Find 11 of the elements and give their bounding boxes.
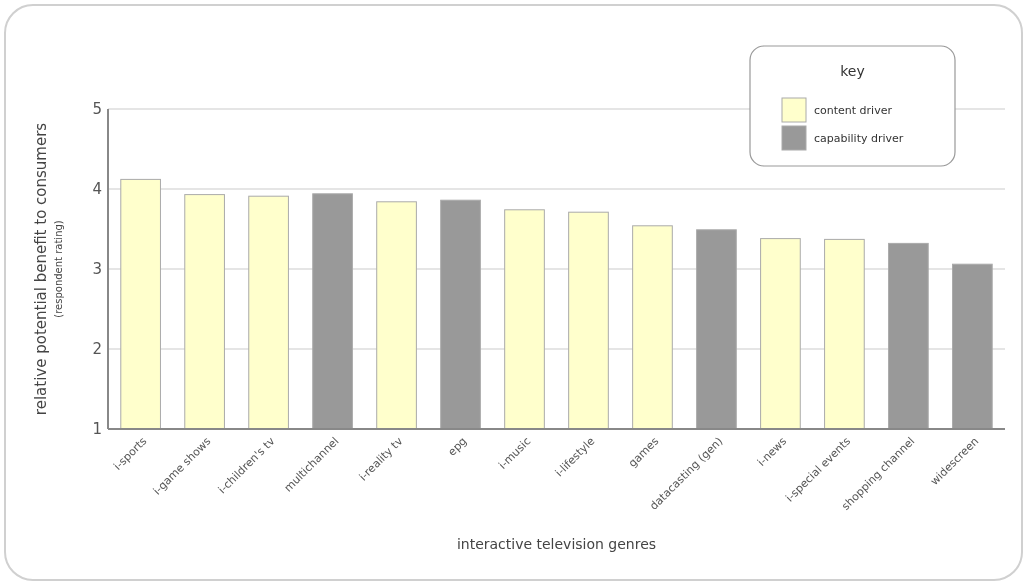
y-tick-label: 2: [92, 340, 102, 359]
y-tick-label: 4: [92, 180, 102, 199]
legend-label: capability driver: [814, 131, 904, 145]
y-axis-title: relative potential benefit to consumers (respondent rating): [32, 122, 64, 416]
legend-label: content driver: [814, 103, 893, 117]
y-tick-label: 1: [92, 420, 102, 439]
x-tick-label: epg: [445, 434, 470, 459]
y-tick-label: 3: [92, 260, 102, 279]
x-axis-title: interactive television genres: [456, 536, 657, 552]
y-tick-label: 5: [92, 100, 102, 119]
legend-title: key: [840, 63, 865, 79]
